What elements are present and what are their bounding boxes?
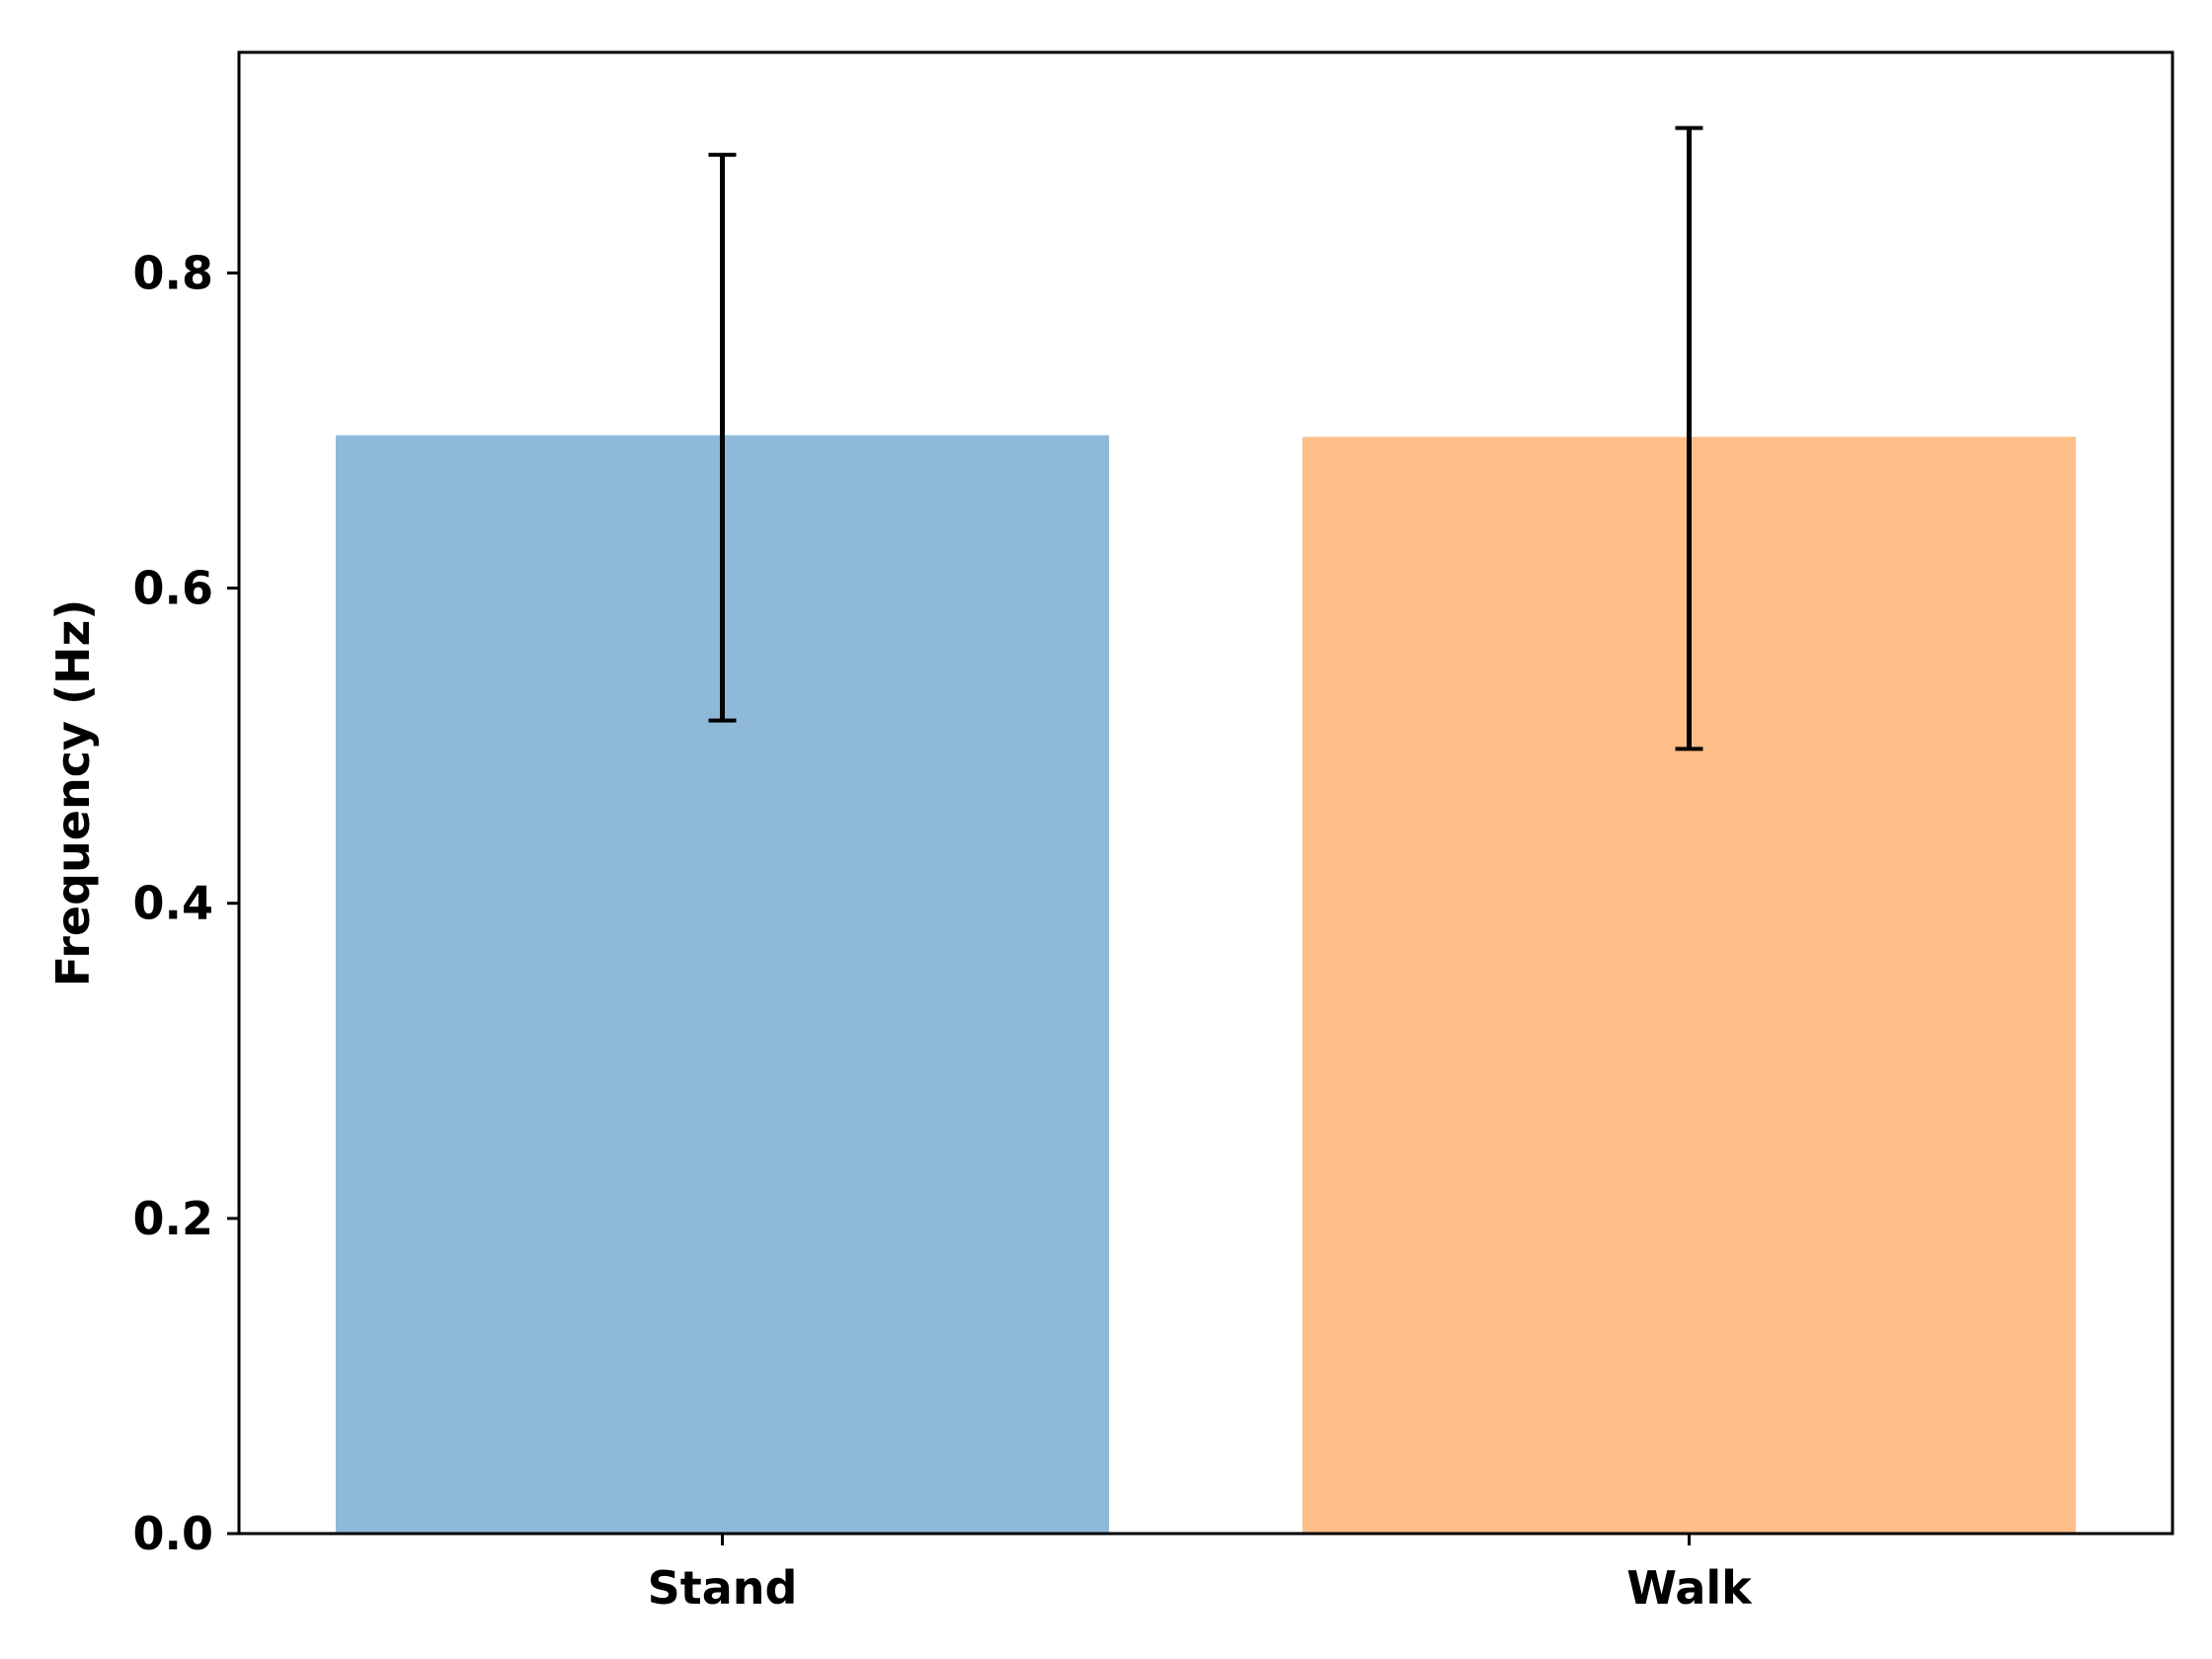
x-axis-ticks: Stand Walk: [648, 1534, 1753, 1615]
y-tick-label: 0.6: [133, 562, 214, 615]
x-tick-label: Stand: [648, 1561, 798, 1615]
y-tick-label: 0.8: [133, 246, 214, 299]
y-axis-ticks: 0.0 0.2 0.4 0.6 0.8: [133, 246, 239, 1560]
y-axis-label: Frequency (Hz): [46, 599, 100, 988]
x-tick-label: Walk: [1626, 1561, 1753, 1615]
y-tick-label: 0.0: [133, 1507, 214, 1560]
y-tick-label: 0.4: [133, 877, 214, 930]
bars-group: [335, 434, 2077, 1534]
error-bars-group: [708, 125, 1703, 751]
y-tick-label: 0.2: [133, 1192, 214, 1245]
plot-frame: [237, 50, 2174, 1536]
